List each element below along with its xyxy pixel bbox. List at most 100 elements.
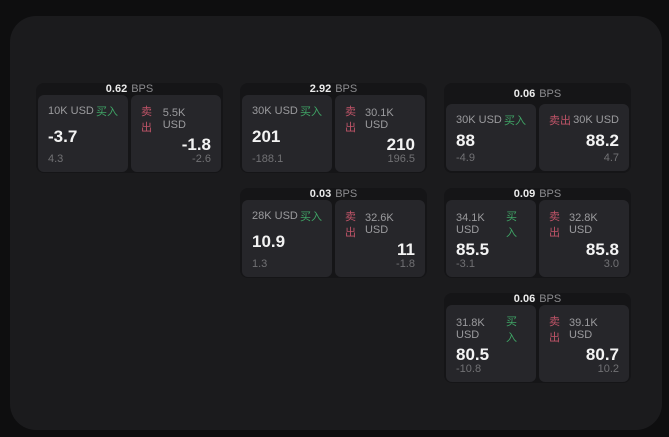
sell-amount: 30.1K USD [364, 107, 394, 131]
buy-panel[interactable]: 31.8K USD 买入 80.5 -10.8 [446, 305, 536, 382]
buy-amount: 30K USD [456, 114, 502, 126]
bps-unit: BPS [539, 87, 562, 100]
bps-unit: BPS [335, 83, 358, 95]
quote-card: 0.06 BPS 31.8K USD 买入 80.5 -10.8 卖出 39.1… [444, 293, 631, 383]
buy-tag[interactable]: 买入 [96, 106, 118, 118]
sell-amount: 30K USD [573, 114, 619, 126]
buy-panel-top: 28K USD 买入 [252, 208, 322, 224]
sell-tag[interactable]: 卖出 [141, 106, 152, 134]
sell-price: 88.2 [585, 131, 619, 150]
buy-tag[interactable]: 买入 [506, 211, 518, 239]
sell-panel[interactable]: 卖出 32.8K USD 85.8 3.0 [539, 200, 629, 277]
buy-tag[interactable]: 买入 [300, 211, 322, 223]
card-body: 30K USD 买入 201 -188.1 卖出 30.1K USD 210 1… [240, 95, 427, 174]
sell-panel-top: 卖出 32.8K USD [549, 208, 619, 240]
sell-amount: 32.8K USD [568, 212, 598, 236]
quote-card: 2.92 BPS 30K USD 买入 201 -188.1 卖出 30.1K … [240, 83, 427, 173]
quotes-grid: 0.62 BPS 10K USD 买入 -3.7 4.3 卖出 5.5K USD [36, 83, 631, 383]
sell-amount: 39.1K USD [568, 317, 598, 341]
bps-value: 0.06 [513, 293, 536, 305]
sell-tag[interactable]: 卖出 [345, 106, 356, 134]
buy-panel-top: 30K USD 买入 [456, 112, 526, 128]
buy-panel[interactable]: 10K USD 买入 -3.7 4.3 [38, 95, 128, 172]
buy-panel-top: 31.8K USD 买入 [456, 313, 526, 345]
sell-price: 11 [397, 240, 415, 259]
sell-tag[interactable]: 卖出 [549, 115, 571, 127]
buy-delta: -3.1 [456, 258, 475, 270]
sell-delta: 196.5 [387, 153, 415, 165]
buy-price: 80.5 [456, 345, 490, 364]
buy-panel[interactable]: 34.1K USD 买入 85.5 -3.1 [446, 200, 536, 277]
sell-price: 85.8 [585, 240, 619, 259]
card-body: 28K USD 买入 10.9 1.3 卖出 32.6K USD 11 -1.8 [240, 200, 427, 279]
bps-value: 2.92 [309, 83, 332, 95]
buy-amount: 28K USD [252, 210, 298, 222]
sell-panel[interactable]: 卖出 5.5K USD -1.8 -2.6 [131, 95, 221, 172]
sell-amount: 5.5K USD [162, 107, 186, 131]
bps-header: 0.03 BPS [240, 188, 427, 200]
buy-panel-top: 30K USD 买入 [252, 103, 322, 119]
bps-header: 0.06 BPS [444, 83, 631, 104]
sell-tag[interactable]: 卖出 [549, 316, 560, 344]
sell-tag[interactable]: 卖出 [549, 211, 560, 239]
quote-card: 0.03 BPS 28K USD 买入 10.9 1.3 卖出 32.6K US… [240, 188, 427, 278]
bps-value: 0.03 [309, 188, 332, 200]
buy-price: 201 [252, 127, 281, 146]
sell-panel-top: 卖出 30K USD [549, 112, 619, 128]
sell-panel-top: 卖出 5.5K USD [141, 103, 211, 135]
buy-price: -3.7 [48, 127, 78, 146]
card-body: 31.8K USD 买入 80.5 -10.8 卖出 39.1K USD 80.… [444, 305, 631, 384]
buy-delta: 1.3 [252, 258, 268, 270]
buy-tag[interactable]: 买入 [300, 106, 322, 118]
buy-panel[interactable]: 30K USD 买入 201 -188.1 [242, 95, 332, 172]
card-body: 34.1K USD 买入 85.5 -3.1 卖出 32.8K USD 85.8… [444, 200, 631, 279]
bps-unit: BPS [131, 83, 154, 95]
sell-panel-top: 卖出 39.1K USD [549, 313, 619, 345]
app-window: 0.62 BPS 10K USD 买入 -3.7 4.3 卖出 5.5K USD [10, 16, 662, 430]
sell-tag[interactable]: 卖出 [345, 211, 356, 239]
buy-panel[interactable]: 28K USD 买入 10.9 1.3 [242, 200, 332, 277]
quote-card: 0.09 BPS 34.1K USD 买入 85.5 -3.1 卖出 32.8K… [444, 188, 631, 278]
buy-tag[interactable]: 买入 [504, 115, 526, 127]
sell-delta: -2.6 [192, 153, 211, 165]
sell-panel-top: 卖出 32.6K USD [345, 208, 415, 240]
sell-panel[interactable]: 卖出 30K USD 88.2 4.7 [539, 104, 629, 171]
buy-price: 10.9 [252, 232, 286, 251]
bps-value: 0.62 [105, 83, 128, 95]
buy-delta: -188.1 [252, 153, 284, 165]
bps-value: 0.09 [513, 188, 536, 200]
sell-panel-top: 卖出 30.1K USD [345, 103, 415, 135]
bps-header: 2.92 BPS [240, 83, 427, 95]
quote-card: 0.62 BPS 10K USD 买入 -3.7 4.3 卖出 5.5K USD [36, 83, 223, 173]
quote-card: 0.06 BPS 30K USD 买入 88 -4.9 卖出 30K USD [444, 83, 631, 173]
buy-amount: 30K USD [252, 105, 298, 117]
sell-price: -1.8 [181, 135, 211, 154]
sell-delta: 10.2 [597, 363, 619, 375]
card-body: 30K USD 买入 88 -4.9 卖出 30K USD 88.2 4.7 [444, 104, 631, 173]
buy-amount: 10K USD [48, 105, 94, 117]
buy-price: 85.5 [456, 240, 490, 259]
sell-amount: 32.6K USD [364, 212, 394, 236]
buy-delta: -4.9 [456, 152, 475, 164]
sell-price: 210 [386, 135, 415, 154]
bps-unit: BPS [335, 188, 358, 200]
buy-panel[interactable]: 30K USD 买入 88 -4.9 [446, 104, 536, 171]
buy-panel-top: 34.1K USD 买入 [456, 208, 526, 240]
buy-delta: -10.8 [456, 363, 482, 375]
buy-amount: 34.1K USD [456, 212, 485, 236]
buy-delta: 4.3 [48, 153, 64, 165]
bps-value: 0.06 [513, 87, 536, 100]
bps-unit: BPS [539, 188, 562, 200]
bps-header: 0.62 BPS [36, 83, 223, 95]
sell-panel[interactable]: 卖出 32.6K USD 11 -1.8 [335, 200, 425, 277]
bps-header: 0.06 BPS [444, 293, 631, 305]
sell-delta: -1.8 [396, 258, 415, 270]
sell-delta: 4.7 [603, 152, 619, 164]
sell-panel[interactable]: 卖出 39.1K USD 80.7 10.2 [539, 305, 629, 382]
buy-price: 88 [456, 131, 475, 150]
buy-panel-top: 10K USD 买入 [48, 103, 118, 119]
card-body: 10K USD 买入 -3.7 4.3 卖出 5.5K USD -1.8 -2.… [36, 95, 223, 174]
buy-tag[interactable]: 买入 [506, 316, 518, 344]
sell-panel[interactable]: 卖出 30.1K USD 210 196.5 [335, 95, 425, 172]
buy-amount: 31.8K USD [456, 317, 485, 341]
